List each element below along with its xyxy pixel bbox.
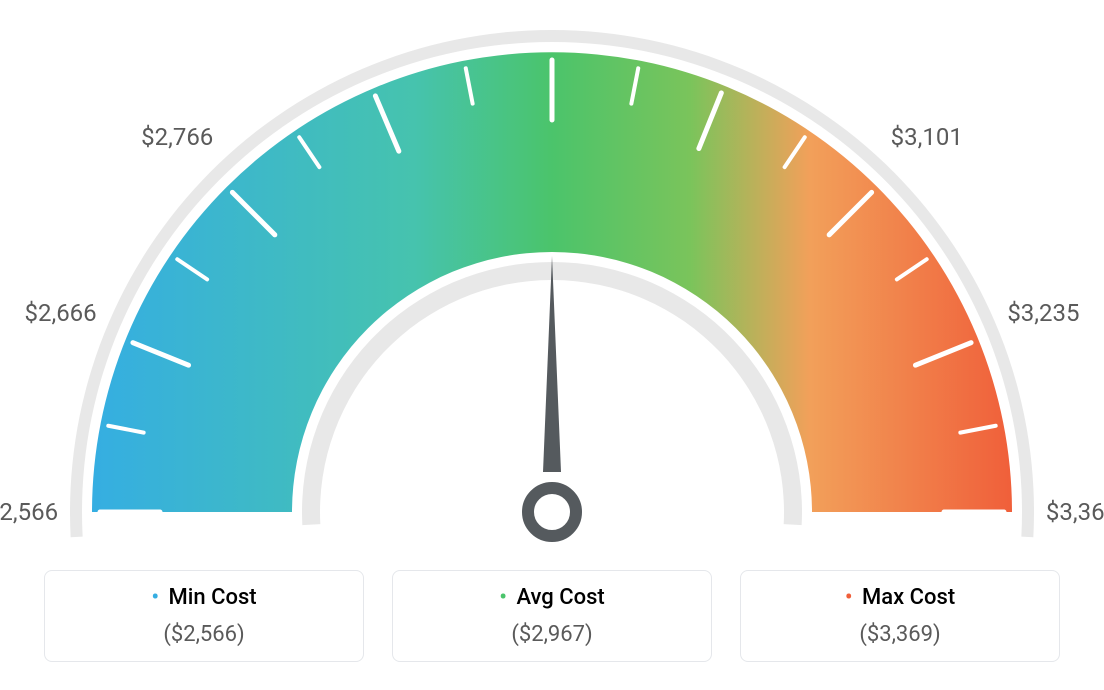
cost-gauge: $2,566$2,666$2,766$2,967$3,101$3,235$3,3… (0, 0, 1104, 560)
legend-label-avg: Avg Cost (516, 585, 604, 610)
dot-icon: • (499, 585, 507, 610)
legend-title-min: • Min Cost (45, 585, 363, 610)
legend-value-avg: ($2,967) (393, 622, 711, 647)
legend-value-min: ($2,566) (45, 622, 363, 647)
dot-icon: • (845, 585, 853, 610)
legend-title-max: • Max Cost (741, 585, 1059, 610)
gauge-tick-label: $3,235 (1007, 299, 1079, 327)
gauge-svg (0, 0, 1104, 560)
gauge-tick-label: $2,766 (141, 123, 213, 151)
dot-icon: • (151, 585, 159, 610)
legend: • Min Cost ($2,566) • Avg Cost ($2,967) … (0, 570, 1104, 662)
legend-card-min: • Min Cost ($2,566) (44, 570, 364, 662)
gauge-tick-label: $2,666 (24, 299, 96, 327)
gauge-tick-label: $2,566 (0, 498, 58, 526)
legend-label-max: Max Cost (862, 585, 955, 610)
gauge-tick-label: $3,369 (1046, 498, 1104, 526)
gauge-tick-label: $3,101 (891, 123, 963, 151)
legend-card-avg: • Avg Cost ($2,967) (392, 570, 712, 662)
legend-title-avg: • Avg Cost (393, 585, 711, 610)
legend-label-min: Min Cost (169, 585, 257, 610)
legend-card-max: • Max Cost ($3,369) (740, 570, 1060, 662)
legend-value-max: ($3,369) (741, 622, 1059, 647)
